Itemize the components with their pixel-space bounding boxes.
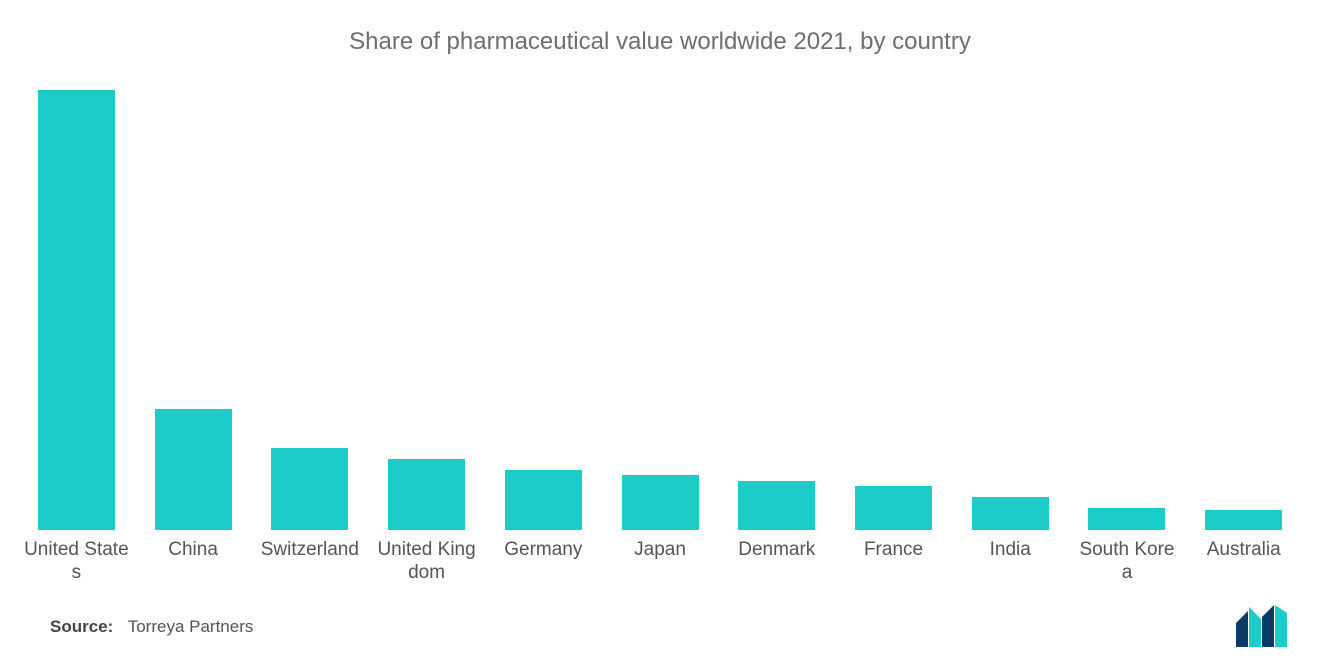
bar-column [368,459,485,531]
bar-column [135,409,252,530]
bar [1088,508,1165,530]
x-axis-label: Japan [602,538,719,586]
bar [505,470,582,531]
bar-column [1185,510,1302,530]
bar [622,475,699,530]
bar-column [718,481,835,531]
x-axis-label: France [835,538,952,586]
brand-logo-icon [1236,605,1292,647]
bars-container [18,90,1302,530]
bar [855,486,932,530]
bar [972,497,1049,530]
bar-column [251,448,368,531]
bar [155,409,232,530]
bar-column [1069,508,1186,530]
bar [271,448,348,531]
source-label: Source: [50,617,113,636]
x-axis-label: Denmark [718,538,835,586]
chart-title: Share of pharmaceutical value worldwide … [0,0,1320,56]
bar-column [485,470,602,531]
x-axis-label: United States [18,538,135,586]
bar-column [18,90,135,530]
chart-plot-area [18,90,1302,530]
x-axis-label: India [952,538,1069,586]
x-axis-labels: United StatesChinaSwitzerlandUnited King… [18,538,1302,586]
x-axis-label: United Kingdom [368,538,485,586]
source-value: Torreya Partners [128,617,254,636]
bar-column [952,497,1069,530]
bar [38,90,115,530]
x-axis-label: South Korea [1069,538,1186,586]
x-axis-label: Australia [1185,538,1302,586]
bar [738,481,815,531]
bar [388,459,465,531]
bar-column [602,475,719,530]
x-axis-label: China [135,538,252,586]
bar [1205,510,1282,530]
bar-column [835,486,952,530]
x-axis-label: Germany [485,538,602,586]
chart-source: Source: Torreya Partners [50,617,253,637]
x-axis-label: Switzerland [251,538,368,586]
